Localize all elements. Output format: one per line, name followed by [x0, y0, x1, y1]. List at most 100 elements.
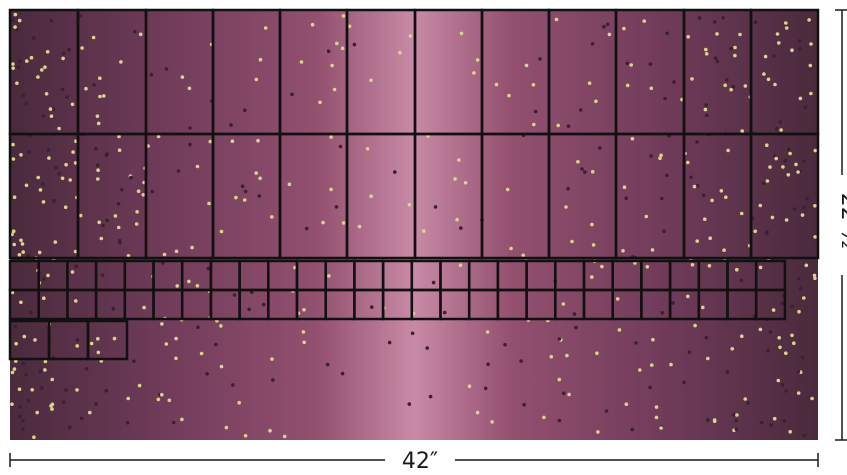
polka-dot: [706, 356, 710, 361]
polka-dot: [762, 72, 766, 76]
polka-dot: [719, 189, 724, 193]
polka-dot: [557, 418, 562, 423]
polka-dot: [54, 165, 58, 170]
polka-dot: [798, 96, 803, 101]
polka-dot: [765, 179, 770, 183]
polka-dot: [229, 123, 233, 127]
polka-dot: [207, 201, 211, 206]
polka-dot: [590, 275, 594, 279]
polka-dot: [129, 175, 133, 180]
polka-dot: [522, 403, 526, 407]
polka-dot: [162, 252, 167, 257]
polka-dot: [237, 400, 241, 405]
polka-dot: [566, 186, 570, 191]
polka-dot: [64, 388, 68, 392]
polka-dot: [49, 18, 54, 23]
polka-dot: [41, 277, 46, 281]
polka-dot: [256, 138, 260, 143]
polka-dot: [458, 263, 463, 268]
polka-dot: [38, 369, 43, 374]
polka-dot: [693, 323, 697, 328]
polka-dot: [187, 86, 192, 91]
polka-dot: [786, 173, 791, 177]
polka-dot: [167, 398, 172, 403]
polka-dot: [11, 66, 15, 70]
polka-dot: [561, 302, 566, 306]
polka-dot: [11, 142, 15, 147]
polka-dot: [690, 263, 695, 267]
polka-dot: [327, 274, 331, 278]
polka-dot: [61, 56, 65, 61]
polka-dot: [792, 207, 797, 211]
medium-square-cut: [86, 319, 129, 361]
polka-dot: [120, 187, 124, 192]
polka-dot: [486, 362, 490, 367]
polka-dot: [142, 305, 146, 310]
polka-dot: [29, 310, 33, 315]
polka-dot: [68, 178, 72, 182]
polka-dot: [13, 325, 18, 329]
polka-dot: [302, 308, 306, 312]
polka-dot: [792, 341, 796, 346]
polka-dot: [10, 370, 15, 375]
polka-dot: [660, 196, 664, 201]
polka-dot: [724, 195, 728, 199]
polka-dot: [766, 348, 770, 353]
polka-dot: [231, 383, 235, 387]
polka-dot: [88, 410, 92, 415]
polka-dot: [583, 170, 587, 174]
polka-dot: [590, 170, 595, 174]
polka-dot: [803, 105, 807, 109]
polka-dot: [638, 368, 642, 372]
polka-dot: [282, 434, 287, 439]
polka-dot: [125, 420, 130, 425]
polka-dot: [196, 325, 200, 330]
polka-dot: [334, 205, 339, 209]
polka-dot: [704, 52, 709, 56]
polka-dot: [141, 193, 146, 197]
polka-dot: [734, 418, 739, 423]
polka-dot: [743, 397, 747, 401]
polka-dot: [407, 203, 412, 207]
polka-dot: [790, 304, 794, 309]
polka-dot: [96, 121, 101, 126]
polka-dot: [89, 341, 94, 346]
polka-dot: [132, 359, 136, 364]
polka-dot: [701, 193, 706, 198]
polka-dot: [665, 173, 669, 178]
polka-dot: [600, 264, 604, 269]
polka-dot: [100, 273, 105, 278]
polka-dot: [205, 372, 209, 376]
polka-dot: [758, 203, 763, 208]
polka-dot: [704, 47, 708, 52]
polka-dot: [554, 17, 559, 22]
polka-dot: [12, 367, 17, 371]
polka-dot: [136, 189, 141, 193]
polka-dot: [746, 401, 750, 405]
polka-dot: [509, 246, 513, 251]
polka-dot: [224, 425, 229, 430]
polka-dot: [733, 45, 737, 50]
large-rectangle-cut: [749, 132, 820, 260]
polka-dot: [802, 296, 806, 300]
polka-dot: [802, 159, 806, 164]
polka-dot: [19, 238, 23, 243]
polka-dot: [621, 249, 625, 253]
polka-dot: [38, 188, 43, 192]
polka-dot: [739, 278, 744, 283]
polka-dot: [29, 55, 34, 60]
polka-dot: [777, 336, 781, 340]
polka-dot: [777, 41, 781, 45]
polka-dot: [208, 139, 213, 144]
polka-dot: [341, 14, 346, 18]
polka-dot: [753, 20, 758, 25]
polka-dot: [532, 122, 536, 127]
polka-dot: [713, 56, 718, 60]
polka-dot: [325, 362, 330, 367]
polka-dot: [773, 82, 777, 87]
polka-dot: [304, 226, 309, 231]
polka-dot: [133, 29, 137, 34]
polka-dot: [805, 196, 809, 201]
polka-dot: [67, 47, 71, 52]
polka-dot: [37, 250, 42, 255]
